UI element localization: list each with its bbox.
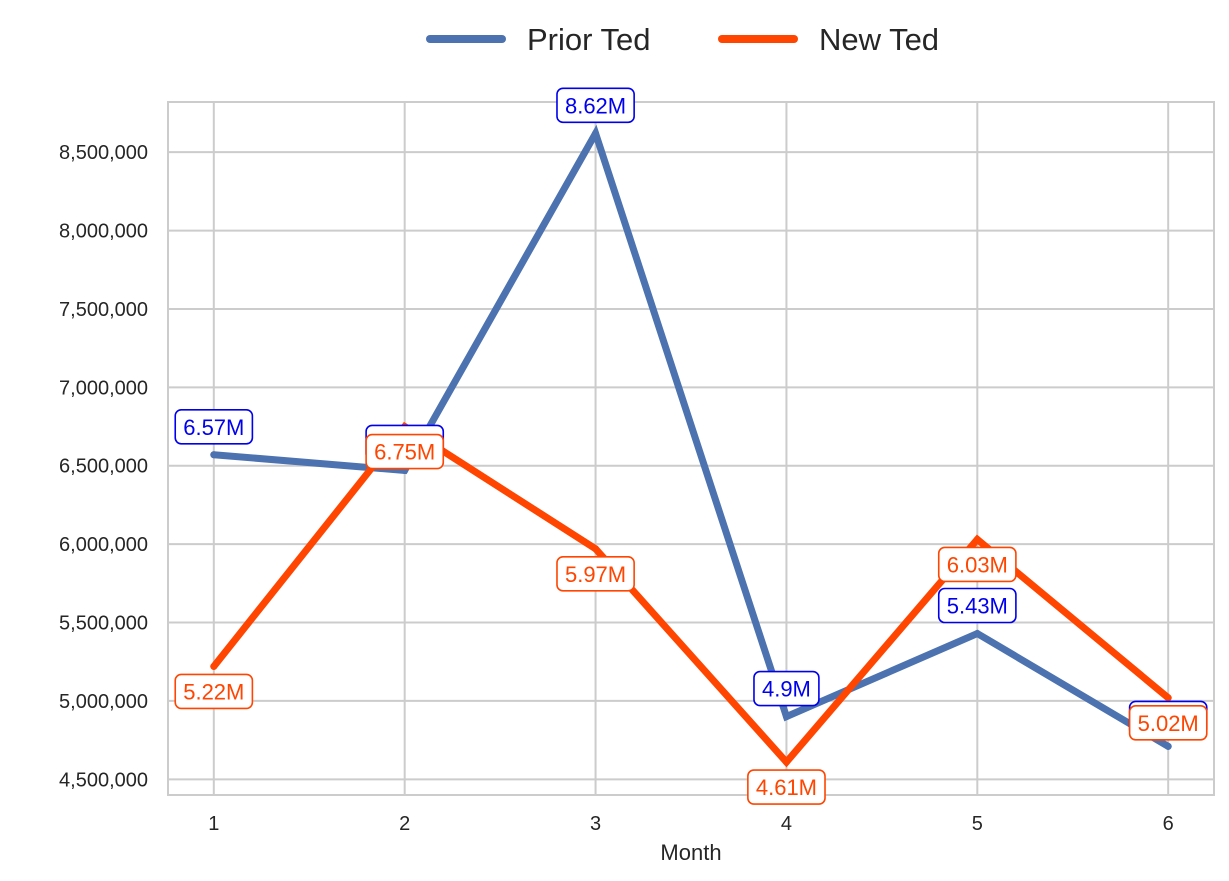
data-point — [973, 535, 981, 543]
data-label-text: 5.43M — [947, 594, 1008, 619]
x-axis-title: Month — [660, 840, 721, 865]
data-label-text: 5.97M — [565, 562, 626, 587]
series — [210, 124, 1172, 768]
x-tick-label: 2 — [399, 813, 410, 835]
data-label-text: 5.22M — [183, 679, 244, 704]
data-point — [973, 630, 981, 638]
y-axis: 4,500,000 5,000,000 5,500,000 6,000,000 6,50… — [59, 142, 148, 791]
data-label-box — [1128, 704, 1208, 741]
data-point — [210, 662, 218, 670]
data-label-text: 4.61M — [756, 775, 817, 800]
data-point — [1164, 694, 1172, 702]
data-label-box — [174, 408, 254, 445]
data-label-box — [174, 673, 254, 710]
legend-label: Prior Ted — [527, 22, 651, 57]
data-point — [592, 129, 600, 137]
grid — [168, 102, 1214, 795]
legend: Prior Ted New Ted — [426, 22, 939, 57]
x-tick-label: 5 — [972, 813, 983, 835]
plot-frame — [167, 101, 1215, 796]
y-tick-label: 4,500,000 — [59, 769, 148, 791]
y-tick-label: 8,000,000 — [59, 221, 148, 243]
data-label-box — [937, 546, 1017, 583]
y-tick-label: 5,000,000 — [59, 691, 148, 713]
data-label-box — [365, 433, 445, 470]
data-label-box — [753, 670, 820, 707]
data-label-box — [937, 587, 1017, 624]
data-label: 8.62M — [556, 87, 635, 124]
x-tick-label: 3 — [590, 813, 601, 835]
x-tick-label: 1 — [208, 813, 219, 835]
data-point — [1164, 742, 1172, 750]
data-label: 5.97M — [556, 556, 635, 592]
data-label: 5.43M — [937, 587, 1017, 624]
data-label: 4.61M — [747, 769, 826, 805]
data-label-text: 6.57M — [183, 415, 244, 440]
data-label-box — [556, 556, 635, 592]
data-label: 4.9M — [753, 670, 820, 707]
y-tick-label: 5,500,000 — [59, 613, 148, 635]
data-label-box — [747, 769, 826, 805]
data-label-text: 4.9M — [762, 677, 811, 702]
data-label: 5.02M — [1128, 704, 1208, 741]
data-point — [782, 758, 790, 766]
legend-item-1: Prior Ted — [426, 22, 651, 57]
data-label-text: 5.02M — [1138, 711, 1199, 736]
data-point — [210, 451, 218, 459]
y-tick-label: 6,000,000 — [59, 534, 148, 556]
x-tick-label: 4 — [781, 813, 792, 835]
y-tick-label: 7,000,000 — [59, 377, 148, 399]
y-tick-label: 7,500,000 — [59, 299, 148, 321]
legend-label: New Ted — [819, 22, 939, 57]
data-point — [592, 545, 600, 553]
data-label-text: 6.75M — [374, 440, 435, 465]
data-label: 6.57M — [174, 408, 254, 445]
y-tick-label: 8,500,000 — [59, 142, 148, 164]
data-label-text: 6.03M — [947, 552, 1008, 577]
x-tick-label: 6 — [1163, 813, 1174, 835]
data-label-text: 8.62M — [565, 93, 626, 118]
data-point — [782, 713, 790, 721]
legend-item-2: New Ted — [718, 22, 939, 57]
data-label: 5.22M — [174, 673, 254, 710]
data-label-box — [556, 87, 635, 124]
data-label: 6.03M — [937, 546, 1017, 583]
x-axis: 1 2 3 4 5 6 — [208, 813, 1174, 835]
series-line-2 — [210, 421, 1172, 768]
y-tick-label: 6,500,000 — [59, 456, 148, 478]
data-label: 6.75M — [365, 433, 445, 470]
data-labels: 6.57M6.47M8.62M4.9M5.43M4.71M5.22M6.75M5… — [174, 87, 1208, 805]
